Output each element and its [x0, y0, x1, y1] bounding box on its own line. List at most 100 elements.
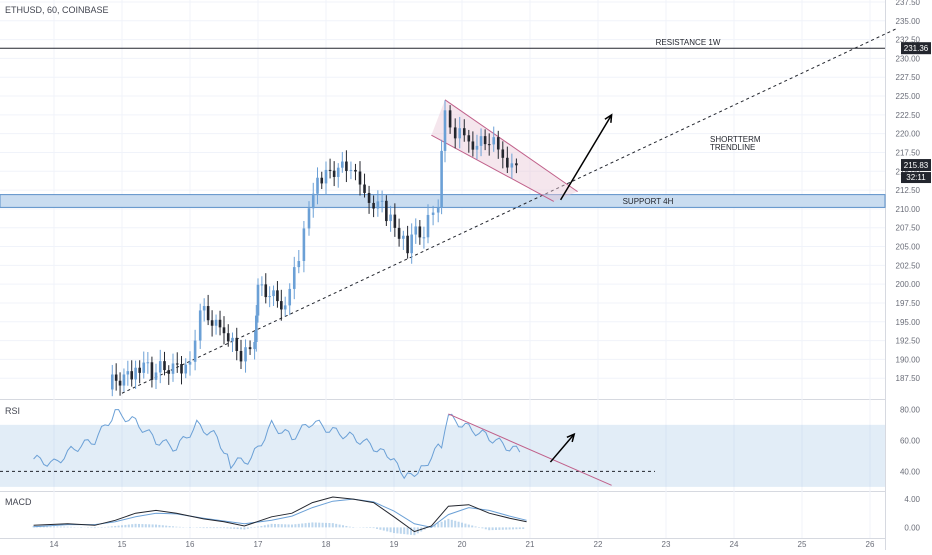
candle-body — [444, 110, 447, 151]
candle-body — [394, 215, 397, 228]
candle-body — [130, 371, 133, 379]
macd-histogram-bar — [383, 527, 385, 530]
macd-histogram-bar — [209, 527, 211, 528]
candle-body — [134, 368, 137, 380]
macd-histogram-bar — [447, 519, 449, 527]
macd-histogram-bar — [124, 525, 126, 527]
macd-histogram-bar — [118, 526, 120, 528]
candle-body — [288, 289, 291, 305]
macd-histogram-bar — [458, 522, 460, 528]
candle-body — [167, 370, 170, 374]
macd-histogram-bar — [288, 524, 290, 527]
macd-histogram-bar — [240, 527, 242, 529]
macd-histogram-bar — [230, 527, 232, 528]
macd-histogram-bar — [509, 527, 511, 529]
price-tick-label: 217.50 — [896, 148, 921, 157]
macd-histogram-bar — [233, 527, 235, 528]
candle-body — [440, 151, 443, 207]
time-tick-label: 14 — [50, 540, 59, 549]
macd-histogram-bar — [70, 527, 72, 528]
candle-body — [515, 163, 518, 165]
candle-body — [203, 306, 206, 310]
macd-histogram-bar — [492, 527, 494, 530]
candle-body — [240, 351, 243, 361]
candle-body — [492, 137, 495, 144]
time-tick-label: 21 — [526, 540, 535, 549]
macd-histogram-bar — [478, 527, 480, 528]
macd-histogram-bar — [152, 524, 154, 527]
macd-histogram-bar — [437, 523, 439, 527]
macd-histogram-bar — [379, 527, 381, 529]
macd-histogram-bar — [294, 524, 296, 527]
macd-histogram-bar — [403, 527, 405, 534]
price-tick-label: 220.00 — [896, 130, 921, 139]
candle-body — [372, 203, 375, 209]
macd-histogram-bar — [250, 527, 252, 528]
macd-histogram-bar — [284, 524, 286, 527]
candle-body — [180, 364, 183, 373]
price-tick-label: 227.50 — [896, 73, 921, 82]
macd-histogram-bar — [400, 527, 402, 533]
macd-tick-label: 0.00 — [904, 523, 920, 532]
price-tick-label: 187.50 — [896, 374, 921, 383]
candle-body — [127, 371, 130, 374]
candle-body — [468, 135, 471, 141]
time-tick-label: 18 — [322, 540, 331, 549]
macd-histogram-bar — [114, 526, 116, 527]
candle-body — [506, 158, 509, 168]
macd-histogram-bar — [155, 525, 157, 528]
macd-histogram-bar — [325, 523, 327, 527]
macd-histogram-bar — [223, 527, 225, 528]
candle-body — [280, 301, 283, 309]
macd-histogram-bar — [94, 527, 96, 528]
macd-histogram-bar — [131, 524, 133, 527]
macd-histogram-bar — [247, 527, 249, 528]
candle-body — [385, 201, 388, 221]
candle-body — [123, 374, 126, 385]
candle-body — [207, 306, 210, 320]
price-tick-label: 190.00 — [896, 355, 921, 364]
price-tick-label: 197.50 — [896, 299, 921, 308]
rsi-title: RSI — [5, 406, 20, 416]
macd-histogram-bar — [281, 524, 283, 527]
candle-body — [284, 305, 287, 309]
time-tick-label: 23 — [662, 540, 671, 549]
candle-body — [142, 363, 145, 373]
macd-histogram-bar — [46, 526, 48, 527]
macd-histogram-bar — [342, 525, 344, 527]
macd-histogram-bar — [257, 527, 259, 528]
macd-histogram-bar — [512, 527, 514, 529]
rsi-band — [0, 425, 885, 487]
macd-histogram-bar — [461, 523, 463, 528]
macd-histogram-bar — [50, 526, 52, 527]
price-tick-label: 205.00 — [896, 243, 921, 252]
macd-histogram-bar — [243, 527, 245, 529]
candle-body — [272, 290, 275, 296]
macd-histogram-bar — [444, 520, 446, 527]
candle-body — [111, 375, 114, 390]
price-tick-label: 207.50 — [896, 224, 921, 233]
candle-body — [199, 310, 202, 340]
macd-histogram-bar — [502, 527, 504, 529]
macd-histogram-bar — [220, 527, 222, 528]
candle-body — [402, 236, 405, 239]
macd-histogram-bar — [301, 523, 303, 527]
candle-body — [406, 236, 409, 253]
macd-histogram-bar — [386, 527, 388, 531]
candle-body — [159, 361, 162, 372]
macd-histogram-bar — [349, 527, 351, 528]
candle-body — [333, 171, 336, 177]
candle-body — [227, 333, 230, 341]
macd-histogram-bar — [519, 527, 521, 529]
macd-histogram-bar — [332, 523, 334, 527]
macd-histogram-bar — [522, 527, 524, 529]
candle-body — [345, 162, 348, 171]
candle-body — [320, 178, 323, 184]
candle-body — [381, 201, 384, 202]
candle-body — [312, 194, 315, 209]
macd-histogram-bar — [407, 527, 409, 534]
macd-histogram-bar — [454, 521, 456, 528]
macd-histogram-bar — [376, 527, 378, 529]
